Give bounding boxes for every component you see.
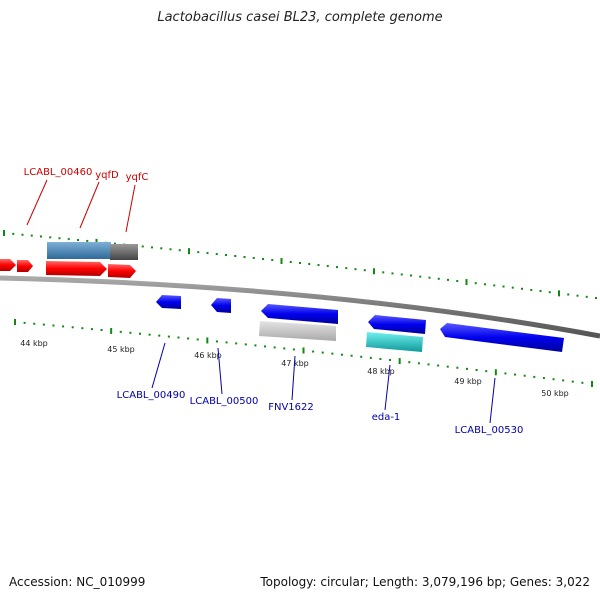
leader-line bbox=[489, 377, 496, 424]
gene-arrow[interactable] bbox=[0, 259, 16, 271]
scale-label: 49 kbp bbox=[454, 377, 482, 386]
lower-scale-ticks bbox=[14, 319, 593, 387]
reverse-gene-label[interactable]: eda-1 bbox=[372, 412, 401, 423]
scale-label: 48 kbp bbox=[367, 367, 395, 376]
leader-line bbox=[151, 342, 166, 389]
gene-arrow-lcabl-00530[interactable] bbox=[440, 323, 564, 352]
scale-label: 46 kbp bbox=[194, 351, 222, 360]
genome-summary-text: Topology: circular; Length: 3,079,196 bp… bbox=[260, 575, 590, 589]
forward-strand-features bbox=[0, 242, 138, 278]
genome-backbone bbox=[0, 275, 600, 339]
forward-gene-label[interactable]: LCABL_00460 bbox=[24, 167, 93, 178]
accession-text: Accession: NC_010999 bbox=[9, 575, 146, 589]
scale-label: 47 kbp bbox=[281, 359, 309, 368]
forward-gene-label[interactable]: yqfD bbox=[95, 170, 119, 181]
gene-arrow-lcabl-00490[interactable] bbox=[156, 295, 181, 309]
reverse-gene-label[interactable]: LCABL_00500 bbox=[190, 396, 259, 407]
reverse-gene-label[interactable]: LCABL_00530 bbox=[455, 425, 524, 436]
scale-labels: 44 kbp 45 kbp 46 kbp 47 kbp 48 kbp 49 kbp 50 k… bbox=[20, 339, 569, 398]
reverse-strand-features bbox=[156, 295, 564, 352]
gene-arrow[interactable] bbox=[17, 260, 33, 272]
leader-line bbox=[125, 184, 136, 233]
feature-lcabl-00460[interactable] bbox=[47, 242, 111, 259]
feature-yqfd-yqfc[interactable] bbox=[110, 244, 138, 260]
gene-arrow-fnv1622[interactable] bbox=[261, 304, 338, 324]
gene-labels: LCABL_00460 yqfD yqfC LCABL_00490 LCABL_0050… bbox=[24, 167, 524, 436]
leader-line bbox=[291, 355, 296, 401]
map-title: Lactobacillus casei BL23, complete genom… bbox=[157, 10, 443, 25]
scale-label: 44 kbp bbox=[20, 339, 48, 348]
gene-arrow-eda-1[interactable] bbox=[368, 315, 426, 334]
leader-line bbox=[217, 347, 223, 395]
feature-fnv1622[interactable] bbox=[259, 321, 336, 341]
label-leader-lines bbox=[26, 179, 496, 424]
reverse-gene-label[interactable]: FNV1622 bbox=[268, 402, 314, 413]
scale-label: 50 kbp bbox=[541, 389, 569, 398]
leader-line bbox=[79, 181, 100, 229]
reverse-gene-label[interactable]: LCABL_00490 bbox=[117, 390, 186, 401]
leader-line bbox=[26, 179, 48, 226]
gene-arrow-lcabl-00500[interactable] bbox=[211, 298, 231, 313]
gene-arrow-yqfd[interactable] bbox=[108, 264, 136, 278]
forward-gene-label[interactable]: yqfC bbox=[126, 172, 149, 183]
scale-label: 45 kbp bbox=[107, 345, 135, 354]
gene-arrow-lcabl-00460[interactable] bbox=[46, 261, 107, 276]
feature-eda-1[interactable] bbox=[366, 332, 423, 352]
leader-line bbox=[384, 364, 391, 411]
